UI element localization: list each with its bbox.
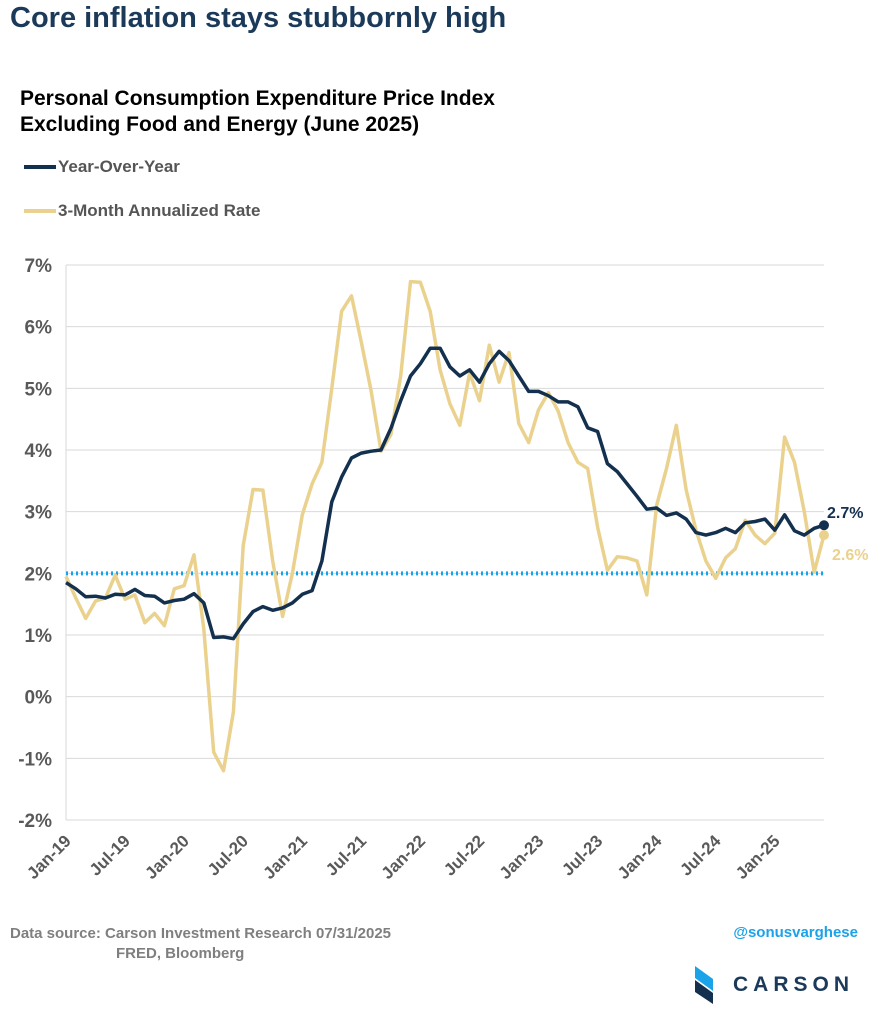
x-tick-label: Jan-24	[614, 831, 666, 883]
subtitle-line-1: Personal Consumption Expenditure Price I…	[20, 87, 495, 110]
y-tick-label: 5%	[25, 379, 53, 400]
x-tick-label: Jan-19	[23, 831, 75, 883]
legend-swatch-yoy	[24, 165, 56, 169]
y-tick-label: 2%	[25, 564, 53, 585]
chart-subtitle: Personal Consumption Expenditure Price I…	[20, 86, 495, 138]
x-tick-label: Jul-23	[558, 831, 606, 879]
y-tick-label: -2%	[18, 811, 52, 832]
x-tick-label: Jul-24	[676, 831, 725, 880]
carson-logo: CARSON	[694, 966, 854, 1004]
logo-text: CARSON	[732, 973, 854, 996]
end-point-yoy	[819, 520, 829, 531]
series-line-3-month	[64, 279, 826, 773]
end-point-3-month	[819, 530, 829, 541]
headline: Core inflation stays stubbornly high	[10, 2, 507, 34]
x-tick-label: Jul-20	[204, 831, 252, 879]
legend-swatch-3month	[24, 209, 56, 213]
x-tick-label: Jan-23	[496, 831, 548, 883]
x-tick-label: Jan-22	[378, 831, 430, 883]
y-tick-label: 0%	[25, 688, 53, 709]
carson-logo-icon	[694, 966, 713, 1004]
y-tick-label: 7%	[25, 256, 53, 277]
end-label-3-month: 2.6%	[832, 547, 868, 564]
y-axis-ticks: 7% 6% 5% 4% 3% 2% 1% 0% -1% -2%	[18, 256, 52, 832]
x-tick-label: Jul-19	[86, 831, 134, 879]
x-tick-label: Jan-20	[141, 831, 193, 883]
x-tick-label: Jul-22	[440, 831, 488, 879]
y-tick-label: 4%	[25, 441, 53, 462]
source-line-1: Data source: Carson Investment Research …	[10, 925, 392, 942]
y-tick-label: 1%	[25, 626, 53, 647]
legend-label-yoy: Year-Over-Year	[58, 157, 180, 176]
subtitle-line-2: Excluding Food and Energy (June 2025)	[20, 113, 420, 136]
legend-label-3month: 3-Month Annualized Rate	[58, 201, 261, 220]
line-chart: 7%6%5%4%3%2%1%0%-1%-2% Jan-19 Jul-19 Jan-2…	[18, 256, 868, 883]
y-tick-label: -1%	[18, 749, 52, 770]
grid-lines	[65, 264, 824, 821]
end-label-yoy: 2.7%	[827, 505, 863, 522]
source-line-2: FRED, Bloomberg	[116, 945, 245, 962]
series-line-yoy	[65, 346, 825, 641]
x-tick-label: Jul-21	[322, 831, 370, 879]
x-tick-label: Jan-25	[732, 831, 784, 883]
twitter-handle: @sonusvarghese	[733, 924, 858, 941]
x-axis-ticks: Jan-19 Jul-19 Jan-20 Jul-20 Jan-21 Jul-21 Jan-…	[23, 831, 783, 883]
legend-item-yoy: Year-Over-Year	[24, 157, 180, 177]
x-tick-label: Jan-21	[260, 831, 312, 883]
data-source: Data source: Carson Investment Research …	[10, 924, 391, 964]
y-tick-label: 6%	[25, 318, 53, 339]
legend-item-3month: 3-Month Annualized Rate	[24, 201, 260, 221]
y-tick-label: 3%	[25, 503, 53, 524]
